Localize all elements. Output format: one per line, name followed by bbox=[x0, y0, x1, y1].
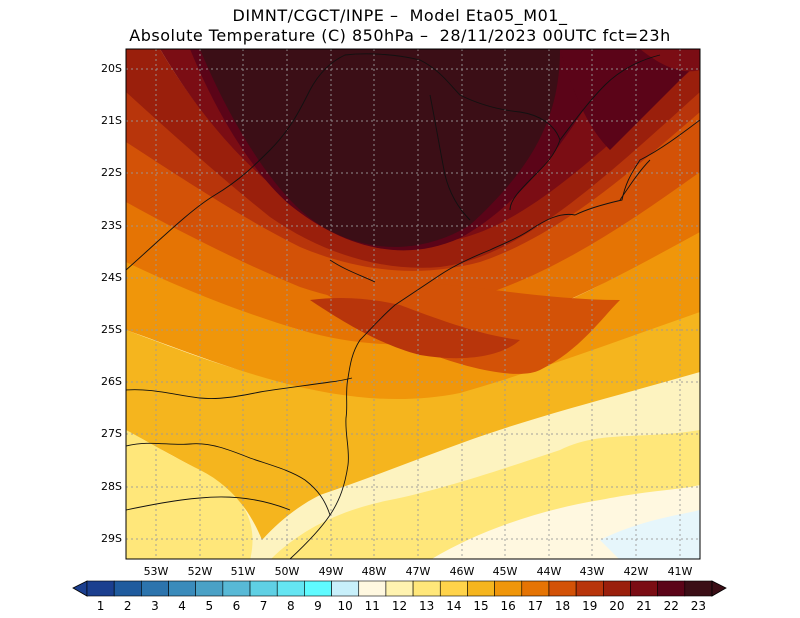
colorbar-swatch bbox=[168, 580, 196, 597]
colorbar-swatch bbox=[331, 580, 360, 597]
colorbar-label: 17 bbox=[527, 599, 543, 613]
lon-label: 41W bbox=[667, 565, 693, 578]
colorbar-label: 14 bbox=[446, 599, 462, 613]
colorbar-label: 23 bbox=[690, 599, 707, 613]
colorbar-label: 2 bbox=[123, 599, 132, 613]
map-frame bbox=[125, 48, 701, 560]
colorbar-swatch bbox=[548, 580, 577, 597]
lon-label: 50W bbox=[274, 565, 300, 578]
colorbar-label: 11 bbox=[364, 599, 380, 613]
colorbar-swatch bbox=[358, 580, 387, 597]
colorbar-label: 5 bbox=[205, 599, 214, 613]
map-title-line-1: DIMNT/CGCT/INPE – Model Eta05_M01_ bbox=[232, 6, 568, 25]
colorbar-swatch bbox=[467, 580, 495, 597]
colorbar-label: 13 bbox=[419, 599, 435, 613]
colorbar-swatch bbox=[494, 580, 523, 597]
lon-label: 43W bbox=[579, 565, 605, 578]
colorbar-swatch bbox=[412, 580, 441, 597]
lat-label: 27S bbox=[101, 427, 122, 440]
colorbar-swatch bbox=[141, 580, 169, 597]
colorbar-label: 6 bbox=[232, 599, 241, 613]
colorbar-swatch bbox=[86, 580, 115, 597]
lon-label: 53W bbox=[143, 565, 169, 578]
colorbar-swatch bbox=[630, 580, 658, 597]
colorbar-swatch bbox=[521, 580, 550, 597]
colorbar-label: 8 bbox=[286, 599, 295, 613]
lon-label: 52W bbox=[187, 565, 213, 578]
lon-label: 42W bbox=[623, 565, 649, 578]
colorbar-label: 22 bbox=[663, 599, 679, 613]
lat-label: 26S bbox=[101, 375, 122, 388]
colorbar-label: 18 bbox=[554, 599, 571, 613]
lon-label: 45W bbox=[492, 565, 518, 578]
colorbar-label: 3 bbox=[151, 599, 159, 613]
lon-label: 44W bbox=[536, 565, 562, 578]
colorbar-label: 15 bbox=[473, 599, 489, 613]
lon-label: 48W bbox=[361, 565, 387, 578]
colorbar-label: 21 bbox=[636, 599, 652, 613]
lon-label: 47W bbox=[405, 565, 431, 578]
colorbar-label: 9 bbox=[314, 599, 322, 613]
lat-label: 29S bbox=[101, 532, 122, 545]
lat-label: 23S bbox=[101, 219, 122, 232]
colorbar-swatch bbox=[657, 580, 686, 597]
colorbar-swatch bbox=[684, 580, 713, 597]
colorbar-label: 16 bbox=[500, 599, 516, 613]
colorbar-label: 1 bbox=[96, 599, 105, 613]
lat-label: 20S bbox=[101, 62, 122, 75]
lat-label: 28S bbox=[101, 480, 122, 493]
colorbar-high-arrow bbox=[711, 580, 727, 597]
coastline-borders bbox=[126, 53, 700, 559]
colorbar-label: 19 bbox=[582, 599, 598, 613]
colorbar-swatch bbox=[195, 580, 224, 597]
colorbar-swatch bbox=[222, 580, 251, 597]
colorbar-swatch bbox=[304, 580, 332, 597]
temperature-field bbox=[126, 49, 700, 559]
lon-label: 51W bbox=[230, 565, 256, 578]
colorbar-swatch bbox=[249, 580, 278, 597]
colorbar bbox=[72, 580, 727, 597]
colorbar-swatch bbox=[439, 580, 468, 597]
colorbar-label: 12 bbox=[391, 599, 408, 613]
colorbar-swatch bbox=[575, 580, 604, 597]
lon-label: 49W bbox=[318, 565, 344, 578]
colorbar-label: 20 bbox=[609, 599, 625, 613]
colorbar-swatch bbox=[603, 580, 631, 597]
colorbar-swatch bbox=[276, 580, 305, 597]
lat-label: 25S bbox=[101, 323, 122, 336]
lon-label: 46W bbox=[449, 565, 475, 578]
lat-label: 24S bbox=[101, 271, 122, 284]
colorbar-low-arrow bbox=[72, 580, 88, 597]
colorbar-label: 4 bbox=[178, 599, 186, 613]
lat-label: 21S bbox=[101, 114, 122, 127]
colorbar-label: 7 bbox=[259, 599, 268, 613]
colorbar-swatch bbox=[385, 580, 414, 597]
colorbar-swatch bbox=[113, 580, 142, 597]
map-title-line-2: Absolute Temperature (C) 850hPa – 28/11/… bbox=[129, 26, 671, 45]
lat-label: 22S bbox=[101, 166, 122, 179]
colorbar-label: 10 bbox=[337, 599, 353, 613]
